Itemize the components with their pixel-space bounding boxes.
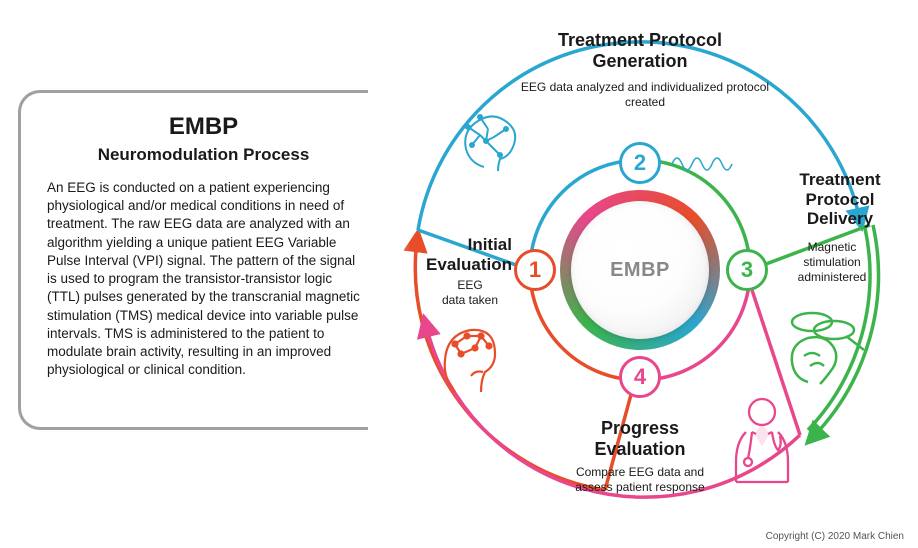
panel-subtitle: Neuromodulation Process bbox=[47, 145, 360, 165]
waveform-icon bbox=[670, 150, 740, 183]
doctor-icon bbox=[722, 392, 802, 492]
seg4-title: ProgressEvaluation bbox=[550, 418, 730, 459]
process-diagram: EMBP 1 2 3 4 InitialEvaluation EEGdata t… bbox=[370, 0, 910, 540]
center-label: EMBP bbox=[610, 259, 670, 282]
eeg-cap-icon bbox=[435, 320, 505, 405]
tms-coil-icon bbox=[780, 300, 870, 395]
badge-2-num: 2 bbox=[634, 150, 646, 176]
ai-brain-icon bbox=[450, 105, 525, 180]
seg2-desc: EEG data analyzed and individualized pro… bbox=[500, 80, 790, 110]
seg1-title: InitialEvaluation bbox=[412, 235, 512, 274]
seg2-title: Treatment ProtocolGeneration bbox=[520, 30, 760, 71]
panel-body: An EEG is conducted on a patient experie… bbox=[47, 179, 360, 379]
badge-3: 3 bbox=[726, 249, 768, 291]
seg3-desc: Magneticstimulationadministered bbox=[782, 240, 882, 285]
badge-1: 1 bbox=[514, 249, 556, 291]
panel-title: EMBP bbox=[47, 113, 360, 141]
seg4-desc: Compare EEG data andassess patient respo… bbox=[545, 465, 735, 495]
badge-4-num: 4 bbox=[634, 364, 646, 390]
info-panel: EMBP Neuromodulation Process An EEG is c… bbox=[18, 90, 368, 430]
badge-4: 4 bbox=[619, 356, 661, 398]
seg3-title: TreatmentProtocolDelivery bbox=[785, 170, 895, 229]
seg1-desc: EEGdata taken bbox=[430, 278, 510, 308]
copyright: Copyright (C) 2020 Mark Chien bbox=[766, 531, 904, 542]
badge-3-num: 3 bbox=[741, 257, 753, 283]
badge-2: 2 bbox=[619, 142, 661, 184]
badge-1-num: 1 bbox=[529, 257, 541, 283]
center-hub: EMBP bbox=[571, 201, 709, 339]
